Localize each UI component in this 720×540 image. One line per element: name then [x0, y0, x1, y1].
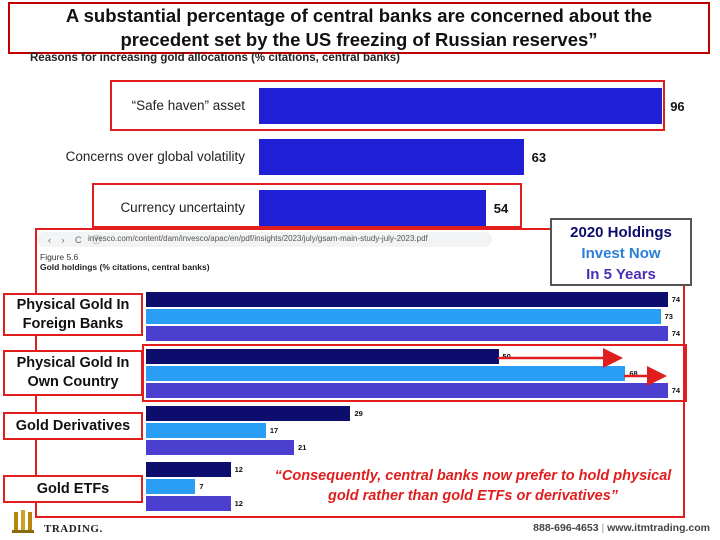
bottom-chart-value-label: 50: [502, 352, 511, 361]
browser-url: invesco.com/content/dam/invesco/apac/en/…: [88, 234, 428, 243]
bottom-chart-category-label: Physical Gold In Foreign Banks: [3, 293, 143, 336]
bottom-chart-value-label: 73: [664, 312, 673, 321]
legend-item-5y: In 5 Years: [586, 266, 656, 283]
bottom-chart-value-label: 21: [298, 443, 307, 452]
conclusion-quote: “Consequently, central banks now prefer …: [274, 468, 672, 504]
bottom-chart-bar: [146, 496, 231, 511]
footer-separator: |: [601, 522, 605, 534]
bottom-chart-value-label: 17: [269, 426, 279, 435]
bottom-chart-value-label: 12: [234, 465, 243, 474]
bottom-chart-bar: [146, 309, 661, 324]
legend-item-now: Invest Now: [581, 245, 661, 262]
bottom-chart-category-label: Gold Derivatives: [3, 412, 143, 440]
bottom-chart-bar: [146, 366, 626, 381]
top-chart-bar: [259, 139, 524, 175]
top-chart-title: Reasons for increasing gold allocations …: [30, 52, 401, 64]
logo-text: TRADING.: [44, 523, 103, 535]
figure-label: Figure 5.6: [40, 252, 79, 262]
legend-item-2020: 2020 Holdings: [570, 224, 672, 241]
bottom-chart-title: Gold holdings (% citations, central bank…: [40, 262, 210, 272]
top-chart-highlight-box: [110, 80, 665, 131]
legend: 2020 Holdings Invest Now In 5 Years: [550, 218, 692, 286]
headline: A substantial percentage of central bank…: [8, 2, 710, 54]
top-chart: “Safe haven” asset 96 Concerns over global…: [0, 0, 720, 228]
bottom-chart-bar: [146, 383, 668, 398]
bottom-chart-bar: [146, 326, 668, 341]
top-chart-bar: [259, 88, 663, 124]
bottom-chart-value-label: 74: [671, 295, 681, 304]
bottom-chart-value-label: 7: [199, 482, 204, 491]
top-chart-value-label: 63: [531, 150, 547, 165]
bottom-chart-value-label: 74: [671, 386, 681, 395]
footer: [0, 518, 720, 540]
bottom-chart-highlight-box: [142, 344, 687, 402]
bottom-chart-value-label: 12: [234, 499, 243, 508]
bottom-chart-bar: [146, 406, 351, 421]
bottom-chart-value-label: 29: [354, 409, 363, 418]
browser-nav-icons[interactable]: ‹ › C ⓘ: [48, 235, 105, 245]
itm-logo-icon: [12, 510, 34, 533]
bottom-chart-value-label: 68: [629, 369, 638, 378]
top-chart-category-label: “Safe haven” asset: [131, 98, 245, 113]
bottom-chart-bar: [146, 423, 266, 438]
bottom-chart-bar: [146, 462, 231, 477]
bottom-chart-category-label: Gold ETFs: [3, 475, 143, 503]
footer-contact: 888-696-4653 | www.itmtrading.com: [533, 522, 710, 534]
top-chart-category-label: Concerns over global volatility: [65, 149, 245, 164]
top-chart-category-label: Currency uncertainty: [120, 200, 245, 215]
bottom-chart-bar: [146, 349, 499, 364]
footer-phone[interactable]: 888-696-4653: [533, 522, 599, 534]
bottom-chart-bar: [146, 292, 668, 307]
top-chart-highlight-box: [92, 183, 522, 228]
bottom-chart-value-label: 74: [671, 329, 681, 338]
browser-url-bar[interactable]: [37, 232, 492, 247]
bottom-chart-bar: [146, 479, 196, 494]
top-chart-value-label: 54: [493, 201, 509, 216]
top-chart-value-label: 96: [670, 99, 685, 114]
bottom-chart-bar: [146, 440, 295, 455]
footer-website[interactable]: www.itmtrading.com: [607, 522, 710, 534]
top-chart-bar: [259, 190, 486, 226]
